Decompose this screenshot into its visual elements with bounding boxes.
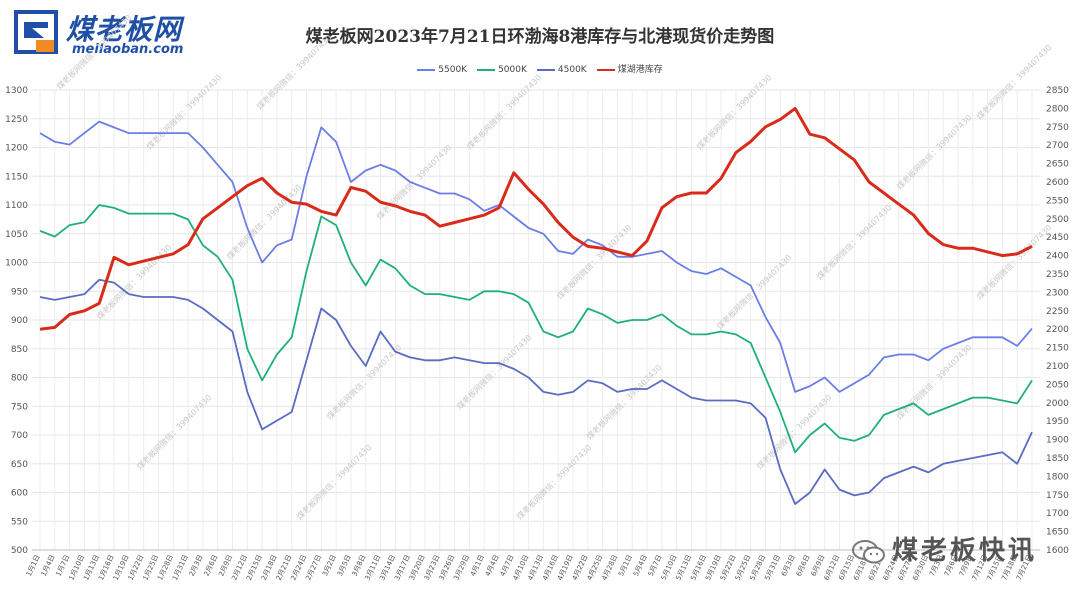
watermark-text: 煤老板网微信：399407430: [514, 442, 593, 521]
legend-label: 5000K: [498, 65, 527, 75]
y-left-tick-label: 1250: [5, 115, 28, 125]
y-left-tick-label: 800: [11, 374, 28, 384]
y-right-tick-label: 1800: [1046, 472, 1069, 482]
y-right-tick-label: 1850: [1046, 454, 1069, 464]
chart-legend: 5500K 5000K 4500K 煤湖港库存: [0, 62, 1080, 75]
watermark-text: 煤老板网微信：399407430: [894, 112, 973, 191]
y-right-tick-label: 2750: [1046, 123, 1069, 133]
watermark-text: 煤老板网微信：399407430: [454, 332, 533, 411]
logo-mark-icon: [14, 10, 58, 54]
legend-item[interactable]: 5500K: [417, 65, 467, 75]
legend-item[interactable]: 煤湖港库存: [596, 62, 663, 75]
y-right-tick-label: 2050: [1046, 380, 1069, 390]
legend-swatch: [417, 68, 436, 71]
y-right-tick-label: 2650: [1046, 160, 1069, 170]
brand-name: 煤老板网: [66, 13, 183, 46]
y-left-tick-label: 1050: [5, 230, 28, 240]
y-right-tick-label: 2200: [1046, 325, 1069, 335]
y-left-tick-label: 550: [11, 517, 28, 527]
y-left-tick-label: 600: [11, 489, 28, 499]
y-right-tick-label: 2250: [1046, 307, 1069, 317]
watermark-text: 煤老板网微信：399407430: [584, 362, 663, 441]
y-right-tick-label: 2350: [1046, 270, 1069, 280]
y-left-tick-label: 750: [11, 402, 28, 412]
y-right-tick-label: 1700: [1046, 509, 1069, 519]
y-left-tick-label: 950: [11, 287, 28, 297]
y-right-tick-label: 1600: [1046, 546, 1069, 556]
watermark-text: 煤老板网微信：399407430: [974, 42, 1053, 121]
y-right-tick-label: 2550: [1046, 196, 1069, 206]
y-right-tick-label: 2450: [1046, 233, 1069, 243]
y-right-tick-label: 2100: [1046, 362, 1069, 372]
y-left-tick-label: 1300: [5, 86, 28, 96]
legend-swatch: [596, 68, 615, 71]
watermark-text: 煤老板网微信：399407430: [754, 392, 833, 471]
watermark-text: 煤老板网微信：399407430: [464, 72, 543, 151]
y-right-tick-label: 2800: [1046, 104, 1069, 114]
watermark-text: 煤老板网微信：399407430: [144, 72, 223, 151]
y-left-tick-label: 500: [11, 546, 28, 556]
y-left-tick-label: 850: [11, 345, 28, 355]
y-right-tick-label: 2850: [1046, 86, 1069, 96]
wechat-icon: [852, 539, 885, 563]
y-right-tick-label: 1750: [1046, 491, 1069, 501]
legend-item[interactable]: 5000K: [477, 65, 527, 75]
series-line: [39, 278, 1033, 505]
series-line: [39, 120, 1033, 393]
y-right-tick-label: 2150: [1046, 344, 1069, 354]
y-left-tick-label: 700: [11, 431, 28, 441]
legend-swatch: [536, 68, 555, 71]
legend-label: 煤湖港库存: [617, 65, 663, 75]
y-right-tick-label: 2600: [1046, 178, 1069, 188]
y-right-tick-label: 2000: [1046, 399, 1069, 409]
y-left-tick-label: 1150: [5, 172, 28, 182]
watermark-text: 煤老板网微信：399407430: [54, 12, 133, 91]
y-right-tick-label: 1950: [1046, 417, 1069, 427]
y-right-tick-label: 1900: [1046, 436, 1069, 446]
y-left-tick-label: 1100: [5, 201, 28, 211]
y-left-tick-label: 1000: [5, 259, 28, 269]
legend-label: 4500K: [557, 65, 587, 75]
brand-logo: 煤老板网 meilaoban.com: [14, 10, 214, 58]
legend-item[interactable]: 4500K: [536, 65, 587, 75]
chart-title: 煤老板网2023年7月21日环渤海8港库存与北港现货价走势图: [305, 27, 775, 47]
watermark-text: 煤老板网微信：399407430: [374, 142, 453, 221]
y-left-tick-label: 1200: [5, 144, 28, 154]
y-left-tick-label: 900: [11, 316, 28, 326]
brand-url: meilaoban.com: [72, 42, 184, 57]
y-right-tick-label: 2700: [1046, 141, 1069, 151]
y-right-tick-label: 2400: [1046, 252, 1069, 262]
series-line: [39, 106, 1033, 331]
y-right-tick-label: 2300: [1046, 288, 1069, 298]
series-line: [39, 204, 1033, 454]
y-left-tick-label: 650: [11, 460, 28, 470]
y-right-tick-label: 2500: [1046, 215, 1069, 225]
watermark-text: 煤老板网微信：399407430: [134, 392, 213, 471]
legend-swatch: [477, 68, 496, 71]
wechat-account: 煤老板快讯: [852, 530, 1037, 567]
legend-label: 5500K: [438, 65, 468, 75]
y-right-tick-label: 1650: [1046, 528, 1069, 538]
wechat-account-name: 煤老板快讯: [892, 536, 1038, 566]
